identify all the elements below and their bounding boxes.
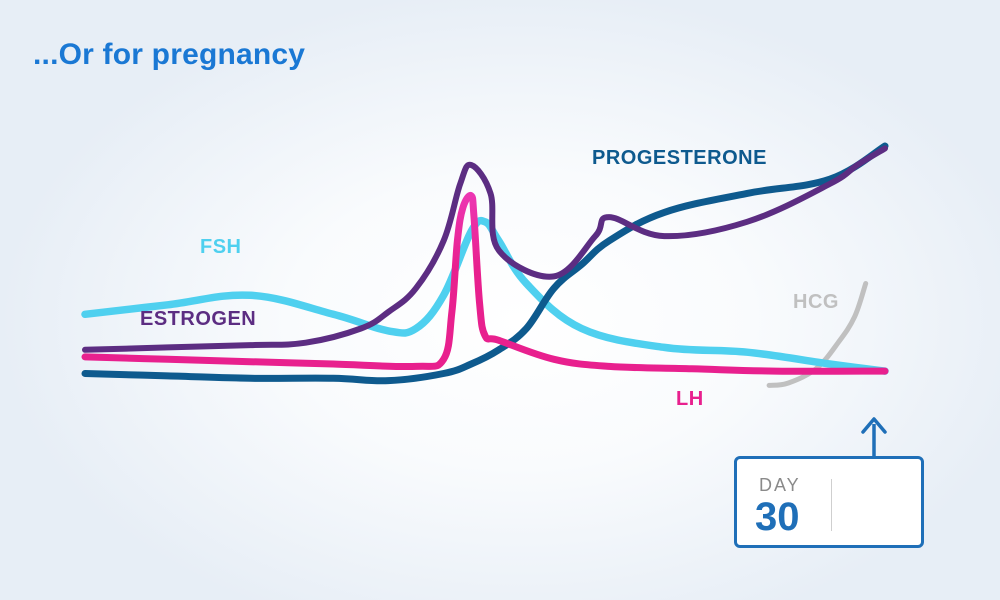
- page-title: ...Or for pregnancy: [33, 38, 306, 71]
- series-line-hcg: [766, 281, 869, 388]
- series-line-lh: [81, 191, 889, 375]
- series-label-hcg: HCG: [793, 291, 839, 313]
- series-line-estrogen: [82, 145, 888, 353]
- series-line-fsh: [81, 216, 889, 375]
- day-arrow-head: [861, 417, 887, 434]
- series-label-progesterone: PROGESTERONE: [592, 147, 767, 169]
- day-arrow: [861, 417, 887, 456]
- label-layer: FSH ESTROGEN PROGESTERONE HCG LH: [140, 147, 839, 410]
- day-number: 30: [755, 495, 800, 539]
- day-label: DAY: [759, 475, 801, 495]
- series-layer: [81, 142, 889, 388]
- day-divider: [831, 479, 832, 531]
- series-label-lh: LH: [676, 388, 704, 410]
- day-box: DAY 30: [734, 456, 924, 548]
- series-label-fsh: FSH: [200, 236, 242, 258]
- series-label-estrogen: ESTROGEN: [140, 308, 256, 330]
